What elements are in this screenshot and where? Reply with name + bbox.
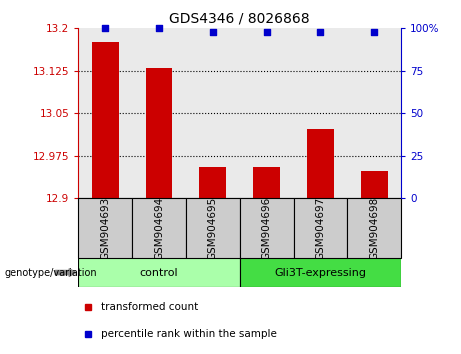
Point bbox=[209, 29, 217, 35]
Bar bbox=[347, 198, 401, 258]
Text: transformed count: transformed count bbox=[101, 302, 198, 312]
Bar bbox=[240, 28, 294, 198]
Bar bbox=[132, 198, 186, 258]
Text: GSM904695: GSM904695 bbox=[208, 197, 218, 260]
Bar bbox=[294, 28, 347, 198]
Point bbox=[371, 29, 378, 35]
Text: GSM904694: GSM904694 bbox=[154, 197, 164, 260]
Text: control: control bbox=[140, 268, 178, 278]
Text: GSM904696: GSM904696 bbox=[261, 197, 272, 260]
Bar bbox=[186, 198, 240, 258]
Point bbox=[263, 29, 270, 35]
Bar bbox=[132, 28, 186, 198]
Point bbox=[317, 29, 324, 35]
Bar bbox=[78, 258, 240, 287]
Bar bbox=[347, 28, 401, 198]
Bar bbox=[253, 167, 280, 198]
Bar bbox=[361, 171, 388, 198]
Text: genotype/variation: genotype/variation bbox=[5, 268, 97, 278]
Title: GDS4346 / 8026868: GDS4346 / 8026868 bbox=[169, 12, 310, 26]
Point bbox=[101, 25, 109, 31]
Bar bbox=[78, 198, 132, 258]
Bar bbox=[146, 68, 172, 198]
Bar bbox=[78, 28, 132, 198]
Bar bbox=[240, 198, 294, 258]
Bar bbox=[240, 258, 401, 287]
Point bbox=[155, 25, 163, 31]
Text: GSM904697: GSM904697 bbox=[315, 197, 325, 260]
Text: GSM904693: GSM904693 bbox=[100, 197, 110, 260]
Text: Gli3T-expressing: Gli3T-expressing bbox=[274, 268, 366, 278]
Bar bbox=[294, 198, 347, 258]
Bar bbox=[186, 28, 240, 198]
Text: GSM904698: GSM904698 bbox=[369, 197, 379, 260]
Bar bbox=[92, 42, 118, 198]
Bar bbox=[307, 129, 334, 198]
Bar bbox=[199, 167, 226, 198]
Text: percentile rank within the sample: percentile rank within the sample bbox=[101, 329, 277, 339]
